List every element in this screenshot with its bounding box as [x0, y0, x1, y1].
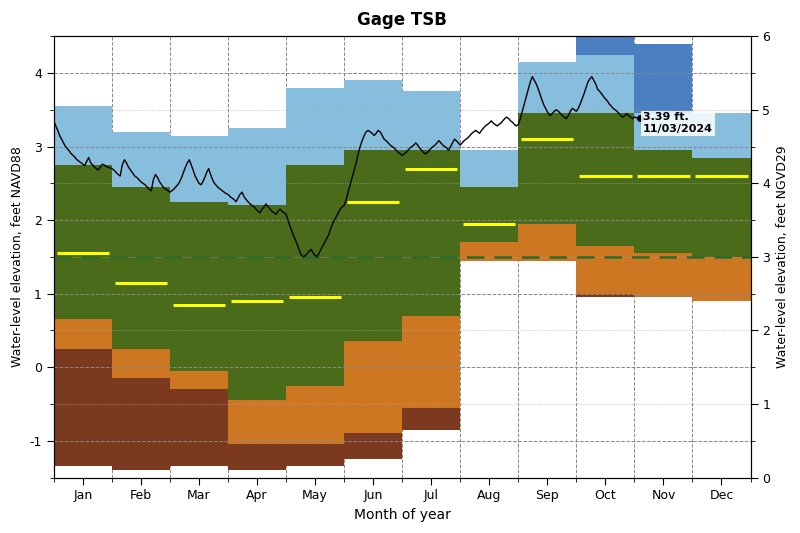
Bar	[286, 88, 344, 165]
Y-axis label: Water-level elevation, feet NAVD88: Water-level elevation, feet NAVD88	[11, 147, 24, 367]
Bar	[54, 319, 112, 349]
Bar	[112, 132, 170, 187]
Bar	[693, 158, 750, 257]
Bar	[402, 316, 460, 408]
Bar	[460, 150, 518, 187]
Bar	[634, 253, 693, 297]
Bar	[228, 128, 286, 205]
Bar	[576, 54, 634, 114]
Bar	[576, 114, 634, 246]
Bar	[518, 62, 576, 114]
Bar	[460, 242, 518, 261]
Bar	[402, 408, 460, 430]
Bar	[344, 342, 402, 433]
Bar	[286, 385, 344, 445]
Bar	[634, 44, 693, 114]
Title: Gage TSB: Gage TSB	[358, 11, 447, 29]
Bar	[634, 150, 693, 253]
Bar	[228, 205, 286, 400]
Bar	[634, 114, 693, 150]
Bar	[460, 187, 518, 242]
Bar	[286, 165, 344, 385]
Bar	[170, 371, 228, 389]
Bar	[54, 106, 112, 165]
Bar	[518, 224, 576, 261]
Bar	[286, 445, 344, 466]
Bar	[54, 349, 112, 466]
Bar	[344, 433, 402, 459]
Bar	[693, 257, 750, 301]
X-axis label: Month of year: Month of year	[354, 508, 450, 522]
Bar	[576, 294, 634, 297]
Bar	[112, 349, 170, 378]
Bar	[344, 150, 402, 342]
Bar	[402, 150, 460, 316]
Bar	[170, 201, 228, 371]
Bar	[693, 114, 750, 158]
Bar	[54, 165, 112, 319]
Bar	[112, 187, 170, 349]
Bar	[228, 400, 286, 445]
Bar	[228, 445, 286, 470]
Bar	[576, 246, 634, 294]
Y-axis label: Water-level elevation, feet NGVD29: Water-level elevation, feet NGVD29	[776, 146, 789, 368]
Bar	[518, 114, 576, 224]
Bar	[576, 33, 634, 54]
Bar	[170, 389, 228, 466]
Bar	[112, 378, 170, 470]
Bar	[402, 91, 460, 150]
Bar	[344, 80, 402, 150]
Bar	[170, 135, 228, 201]
Text: 3.39 ft.
11/03/2024: 3.39 ft. 11/03/2024	[643, 112, 713, 134]
